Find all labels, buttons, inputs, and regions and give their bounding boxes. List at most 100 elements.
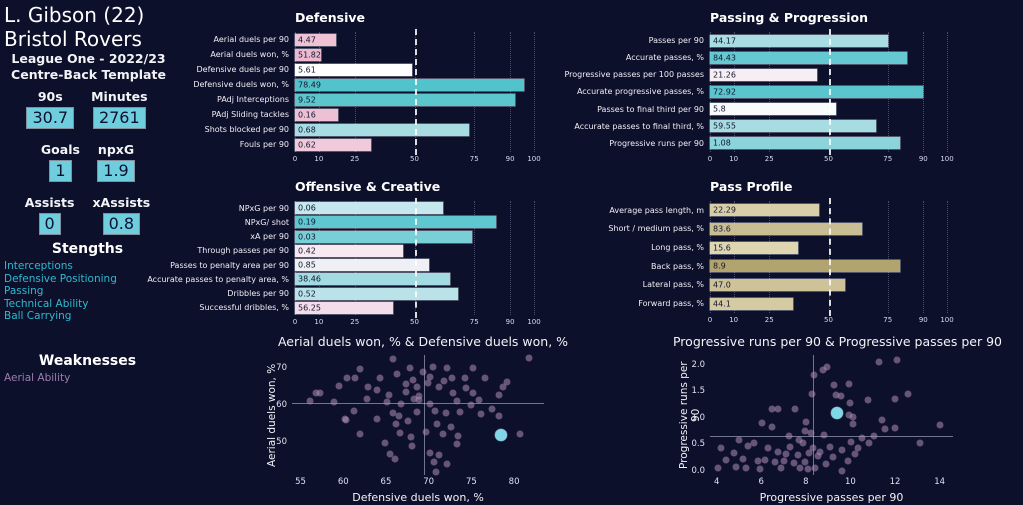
percentile-bar: 0.68	[295, 123, 470, 136]
bar-row-label: Progressive runs per 90	[585, 139, 710, 148]
bar-track: 59.55	[710, 120, 947, 133]
scatter-point	[499, 383, 507, 391]
x-tick-label: 70	[423, 477, 435, 487]
stat-xassists: xAssists 0.8	[92, 195, 150, 234]
bar-row-label: Dribbles per 90	[170, 289, 295, 298]
y-tick-label: 60	[276, 399, 287, 410]
offensive-creative-bar-chart: Offensive & Creative NPxG per 90 0.06 NPxG/…	[147, 177, 550, 329]
stat-goals: Goals 1	[41, 142, 80, 181]
x-axis-ticks: 0 10 25 50 75 90 100	[708, 155, 954, 165]
x-tick-label: 100	[940, 155, 954, 163]
scatter-point	[426, 373, 434, 381]
bar-value: 5.8	[713, 104, 726, 114]
bar-row: Accurate passes to final third, % 59.55	[574, 120, 947, 133]
bar-value: 0.42	[298, 246, 316, 256]
bar-row-label: Through passes per 90	[170, 246, 295, 255]
bar-row: Defensive duels per 90 5.61	[170, 63, 534, 76]
bar-row-label-text: NPxG per 90	[238, 203, 289, 213]
bar-track: 0.85	[295, 259, 534, 272]
bar-value: 0.03	[298, 232, 316, 242]
scatter-point	[936, 421, 944, 429]
x-tick-label: 75	[469, 155, 479, 163]
y-tick-label: 50	[276, 436, 287, 447]
percentile-bar: 9.52	[295, 93, 515, 106]
bar-track: 78.49	[295, 78, 534, 91]
percentile-bar: 5.61	[295, 63, 413, 76]
bar-value: 0.62	[298, 140, 316, 149]
x-tick-label: 90	[918, 155, 928, 163]
highlighted-player-point	[830, 407, 843, 420]
scatter-point	[364, 383, 372, 391]
scatter2-chart-title: Progressive runs per 90 & Progressive pa…	[672, 334, 1002, 349]
bar-value: 38.46	[298, 274, 321, 284]
bar-row: Accurate progressive passes, % 72.92	[577, 85, 947, 98]
bar-row: Passes to penalty area per 90 0.85	[170, 259, 534, 272]
bar-row-label: Long pass, %	[585, 243, 710, 252]
bar-row: Lateral pass, % 47.0	[585, 278, 947, 291]
bar-row-label-text: Aerial duels won, %	[210, 50, 289, 59]
scatter-point	[893, 356, 901, 364]
y-tick-label: 1.5	[691, 386, 705, 397]
scatter-point	[477, 410, 485, 418]
scatter-point	[343, 374, 351, 382]
scatter-point	[768, 423, 776, 431]
percentile-bar: 15.6	[710, 241, 798, 254]
gridline	[534, 32, 535, 152]
player-sidebar: L. Gibson (22) Bristol Rovers League One…	[0, 0, 175, 505]
x-tick-label: 100	[940, 316, 954, 324]
bar-value: 44.17	[713, 36, 736, 46]
bar-row-label: Shots blocked per 90	[170, 125, 295, 134]
weakness-item: Aerial Ability	[4, 372, 71, 384]
passing-chart-title: Passing & Progression	[710, 10, 869, 25]
scatter-point	[785, 432, 793, 440]
bar-row: Progressive runs per 90 1.08	[585, 137, 947, 150]
scatter-point	[426, 449, 434, 457]
scatter-point	[495, 391, 503, 398]
strengths-section: Stengths Interceptions Defensive Position…	[0, 241, 175, 323]
bar-value: 59.55	[713, 121, 736, 131]
scatter-point	[816, 448, 824, 456]
x-tick-label: 25	[350, 155, 360, 163]
percentile-bar: 38.46	[295, 273, 451, 286]
scatter-point	[410, 395, 418, 403]
offensive-chart-title: Offensive & Creative	[295, 179, 441, 194]
scatter-point	[439, 430, 447, 438]
percentile-bar: 0.85	[295, 259, 429, 272]
scatter-point	[808, 390, 816, 398]
team-name: Bristol Rovers	[4, 27, 142, 51]
scatter-point	[804, 465, 812, 473]
scatter-point	[790, 459, 798, 467]
scatter-point	[373, 415, 381, 423]
scatter-point	[782, 450, 790, 458]
bar-track: 5.61	[295, 63, 534, 76]
scatter-point	[780, 457, 788, 465]
x-tick-label: 75	[465, 477, 477, 487]
scatter-point	[904, 390, 912, 398]
bar-track: 44.17	[710, 34, 947, 47]
bar-row-label: PAdj Interceptions	[170, 95, 295, 104]
scatter-point	[462, 384, 470, 392]
scatter-point	[823, 363, 831, 371]
bar-row-label-text: NPxG/ shot	[244, 217, 289, 227]
scatter-point	[739, 455, 747, 463]
scatter-point	[891, 424, 899, 432]
bar-track: 0.68	[295, 123, 534, 136]
scatter-point	[330, 398, 338, 406]
bar-row-label-text: Through passes per 90	[197, 246, 289, 256]
stat-label: Minutes	[91, 89, 148, 104]
percentile-bar: 78.49	[295, 78, 525, 91]
percentile-bar: 84.43	[710, 51, 907, 64]
bar-row: Fouls per 90 0.62	[170, 138, 534, 151]
scatter-point	[786, 443, 794, 451]
bar-row: Successful dribbles, % 56.25	[170, 301, 534, 314]
bar-row-label-text: Forward pass, %	[638, 299, 704, 309]
scatter-point	[735, 436, 743, 444]
bar-row-label: Back pass, %	[585, 262, 710, 271]
scatter-point	[758, 419, 766, 427]
bar-row-label-text: Progressive runs per 90	[609, 138, 704, 148]
bar-track: 44.1	[710, 297, 947, 310]
stat-value: 0	[39, 214, 60, 234]
bar-row-label: Short / medium pass, %	[585, 224, 710, 233]
bar-row: NPxG per 90 0.06	[170, 202, 534, 215]
